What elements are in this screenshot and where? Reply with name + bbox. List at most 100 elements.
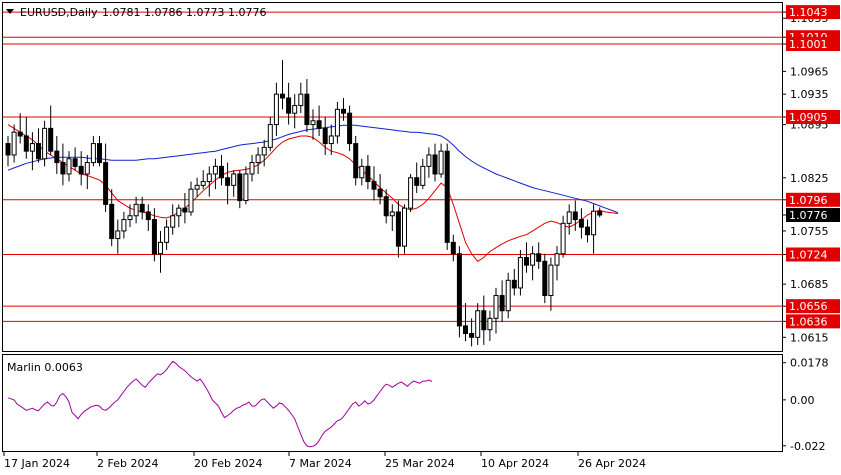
- level-price-label-bg: [786, 299, 840, 314]
- candle-body: [475, 310, 481, 338]
- candle-body: [530, 253, 536, 266]
- current-price-label-bg: [786, 207, 840, 222]
- candle-body: [554, 253, 560, 266]
- level-price-label: 1.0636: [789, 315, 828, 328]
- indicator-title: Marlin 0.0063: [7, 361, 83, 374]
- candle-body: [219, 165, 224, 179]
- candle-body: [304, 93, 310, 126]
- candle-body: [371, 181, 377, 190]
- candle-body: [72, 158, 78, 167]
- candle-body: [536, 253, 542, 262]
- candle-body: [78, 165, 84, 175]
- candle-body: [84, 162, 90, 175]
- candle-body: [194, 184, 200, 190]
- candle-body: [517, 257, 523, 289]
- axis-ticks-layer: 1.10431.10351.10101.10011.09651.09351.09…: [782, 6, 829, 344]
- y-tick-label: 1.0825: [790, 172, 829, 185]
- candle-body: [408, 177, 414, 209]
- candle-body: [444, 150, 450, 243]
- oscillator-layer: 0.0178 0.00 -0.022: [7, 357, 829, 453]
- candle-body: [121, 219, 127, 232]
- level-price-label-bg: [786, 37, 840, 52]
- candle-body: [316, 120, 322, 129]
- candle-body: [365, 165, 371, 183]
- y-tick-label: 1.0755: [790, 225, 829, 238]
- candle-body: [225, 177, 231, 186]
- candle-body: [322, 127, 328, 145]
- x-tick-label: 17 Jan 2024: [4, 457, 70, 470]
- level-price-label-bg: [786, 5, 840, 20]
- candle-body: [524, 257, 529, 266]
- candle-body: [566, 211, 572, 224]
- candle-body: [151, 219, 157, 255]
- candle-body: [310, 120, 316, 126]
- candle-body: [90, 143, 96, 164]
- candle-body: [487, 317, 493, 331]
- collapse-triangle-icon[interactable]: [6, 9, 14, 14]
- y-tick-label: 1.0615: [790, 331, 829, 344]
- level-price-label-bg: [786, 314, 840, 329]
- candle-body: [292, 105, 298, 114]
- candle-body: [347, 112, 353, 145]
- candle-body: [54, 150, 60, 164]
- indicator-tick-label: -0.022: [790, 440, 825, 453]
- candle-body: [548, 264, 554, 297]
- candle-body: [499, 295, 505, 312]
- candle-body: [133, 203, 139, 217]
- candle-body: [48, 127, 54, 152]
- candle-body: [36, 143, 41, 160]
- candle-body: [280, 93, 285, 99]
- candle-body: [341, 108, 346, 114]
- candle-body: [505, 279, 511, 312]
- y-tick-label: 1.0685: [790, 278, 829, 291]
- candle-body: [60, 162, 66, 175]
- candle-body: [511, 279, 517, 289]
- x-tick-label: 20 Feb 2024: [194, 457, 262, 470]
- candle-body: [231, 173, 237, 186]
- candle-body: [29, 143, 35, 152]
- candle-body: [432, 154, 438, 175]
- candle-body: [456, 253, 462, 327]
- x-tick-label: 26 Apr 2024: [578, 457, 646, 470]
- candle-body: [450, 241, 456, 255]
- level-price-label: 1.0656: [789, 300, 828, 313]
- oscillator-line: [7, 360, 433, 448]
- candle-body: [426, 154, 432, 167]
- candle-body: [463, 325, 468, 335]
- candle-body: [11, 131, 17, 156]
- candle-body: [597, 210, 603, 216]
- candle-body: [261, 146, 267, 156]
- candle-body: [578, 219, 584, 228]
- candle-body: [298, 93, 304, 107]
- level-price-label: 1.1043: [789, 6, 828, 19]
- candle-body: [182, 207, 188, 213]
- candle-body: [206, 173, 212, 183]
- candle-body: [585, 226, 590, 236]
- levels-layer: [3, 11, 782, 322]
- level-price-label-bg: [786, 192, 840, 207]
- candle-body: [353, 143, 359, 179]
- indicator-tick-label: 0.0178: [790, 357, 829, 370]
- candle-body: [572, 211, 578, 221]
- x-tick-label: 7 Mar 2024: [289, 457, 352, 470]
- candle-body: [115, 230, 121, 240]
- price-panel-frame: [2, 2, 783, 352]
- candle-body: [237, 173, 243, 202]
- candle-body: [145, 211, 151, 221]
- candle-body: [249, 162, 255, 175]
- candle-body: [389, 211, 395, 217]
- candle-body: [420, 165, 426, 186]
- candle-body: [23, 135, 29, 152]
- candle-body: [255, 154, 261, 164]
- candle-body: [414, 177, 420, 186]
- candle-body: [170, 215, 176, 228]
- candle-body: [127, 215, 133, 221]
- candle-body: [334, 108, 340, 137]
- candle-body: [591, 210, 597, 236]
- indicator-panel-frame: [2, 354, 783, 452]
- candle-body: [109, 203, 115, 240]
- candle-body: [5, 143, 11, 156]
- candle-body: [560, 222, 566, 255]
- x-tick-label: 25 Mar 2024: [385, 457, 455, 470]
